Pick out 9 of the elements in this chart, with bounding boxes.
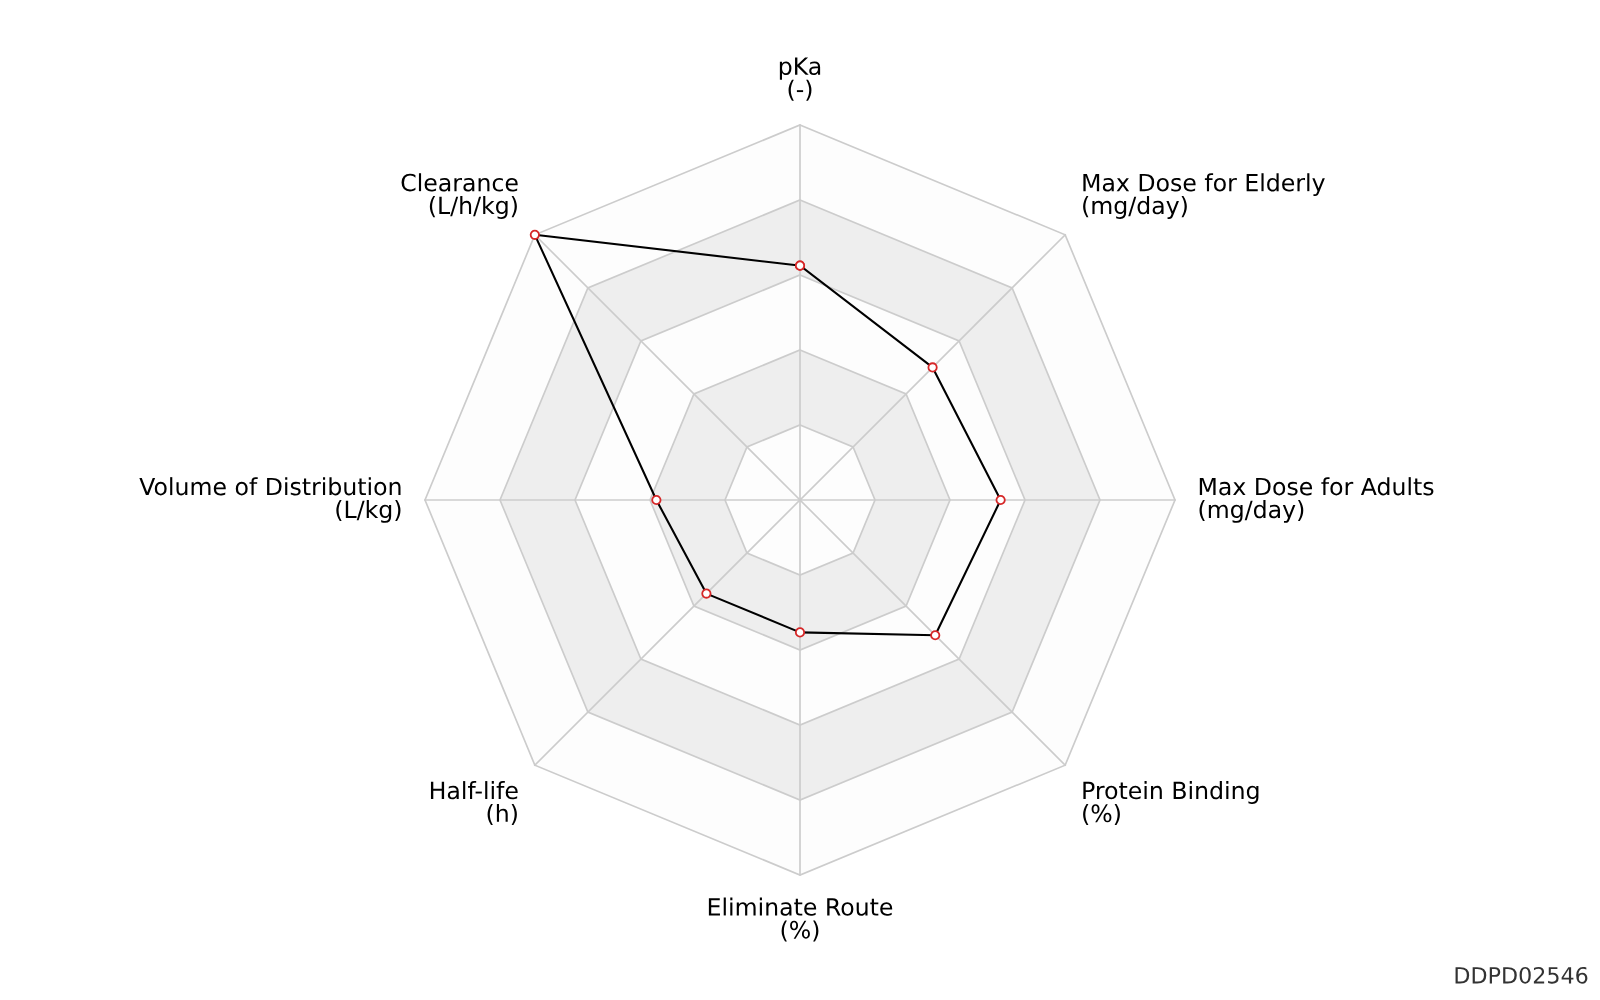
text: DDPD02546: [1455, 966, 1588, 984]
spoke-label: Half-life (h): [430, 781, 518, 825]
spoke-label: Volume of Distribution (L/kg): [139, 477, 401, 523]
spoke-label: Clearance (L/h/kg): [401, 173, 518, 219]
spoke-label: Protein Binding (%): [1083, 781, 1259, 825]
spoke-label: Max Dose for Adults (mg/day): [1199, 477, 1434, 523]
spoke-label: Eliminate Route (%): [708, 897, 893, 942]
spoke-label: pKa (-): [779, 57, 821, 101]
spoke-label: Max Dose for Elderly (mg/day): [1083, 173, 1325, 219]
